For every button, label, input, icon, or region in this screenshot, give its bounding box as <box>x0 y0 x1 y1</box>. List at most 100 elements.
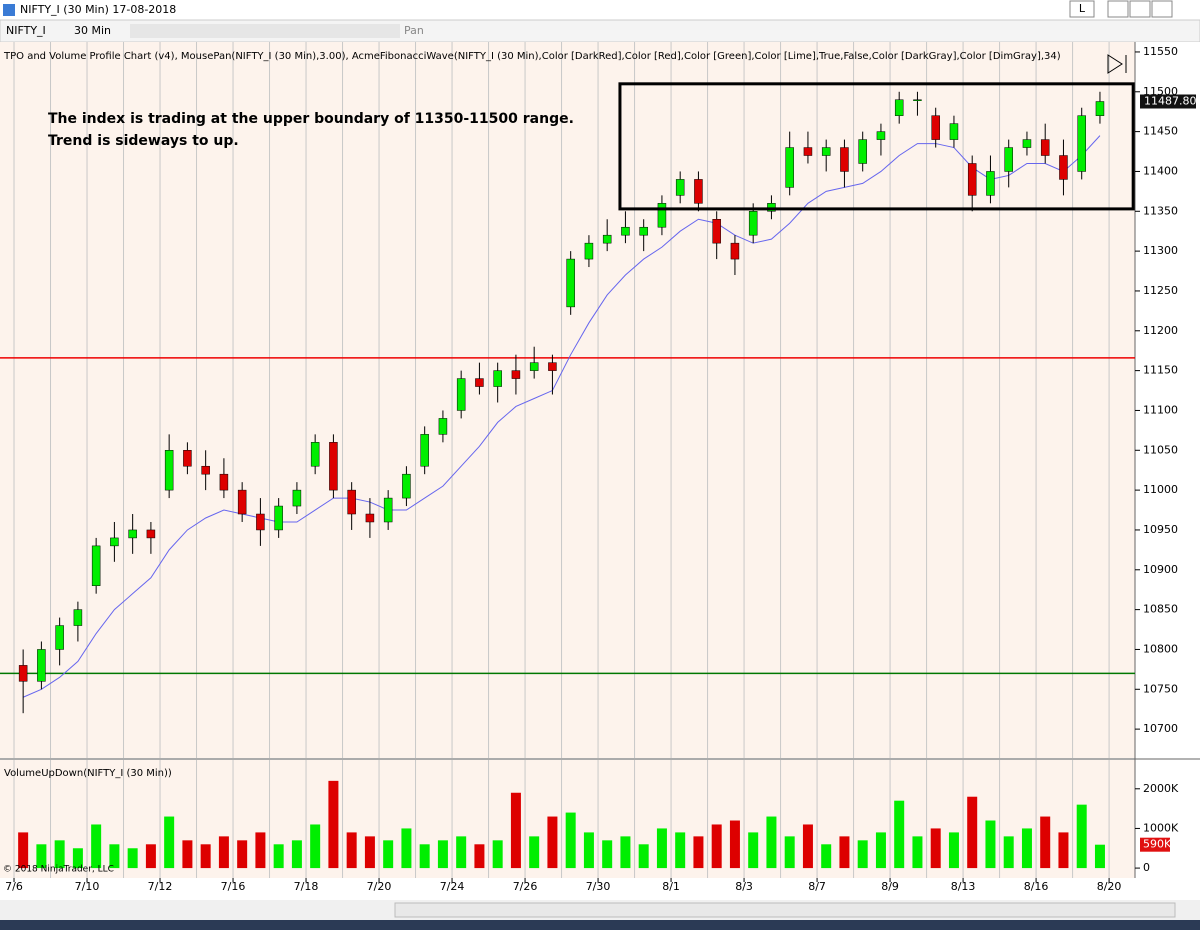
candle-body <box>748 211 758 236</box>
volume-bar <box>36 844 47 869</box>
candle-body <box>894 99 904 116</box>
candle-body <box>237 489 247 515</box>
interval-select[interactable]: 30 Min <box>74 24 111 37</box>
candle-body <box>931 115 940 140</box>
y-tick-label: 11450 <box>1143 125 1178 138</box>
candle-body <box>548 362 557 371</box>
volume-bar <box>383 840 394 869</box>
candle-body <box>803 147 813 156</box>
toolbar-icons <box>130 24 400 38</box>
volume-bar <box>510 792 521 869</box>
x-tick-label: 8/3 <box>735 880 753 893</box>
volume-bar <box>547 816 558 869</box>
candle-body <box>91 545 101 586</box>
price-panel <box>0 42 1135 758</box>
minimize-button[interactable] <box>1107 0 1129 18</box>
x-tick-label: 8/13 <box>951 880 976 893</box>
candle-body <box>183 450 192 467</box>
candle-body <box>347 489 356 515</box>
volume-label: VolumeUpDown(NIFTY_I (30 Min)) <box>4 768 172 779</box>
candle-body <box>18 665 28 682</box>
close-button[interactable] <box>1151 0 1173 18</box>
last-volume-box <box>1140 837 1170 852</box>
taskbar <box>0 920 1200 930</box>
y-tick-label: 11000 <box>1143 483 1178 496</box>
volume-bar <box>839 836 850 869</box>
candle-body <box>657 203 667 228</box>
volume-bar <box>656 828 667 869</box>
candle-body <box>511 370 521 379</box>
candle-body <box>292 489 302 507</box>
volume-bar <box>894 800 905 869</box>
volume-bar <box>912 836 923 869</box>
volume-bar <box>328 780 339 869</box>
candle-body <box>1040 139 1050 156</box>
scrollbar[interactable] <box>394 902 1176 918</box>
play-icon[interactable] <box>1107 54 1123 74</box>
window-title: NIFTY_I (30 Min) 17-08-2018 <box>20 3 176 16</box>
candle-body <box>475 378 484 387</box>
volume-bar <box>1040 816 1051 869</box>
l-button-text[interactable]: L <box>1079 2 1086 15</box>
y-tick-label: 0 <box>1143 861 1150 874</box>
x-tick-label: 7/10 <box>75 880 100 893</box>
x-tick-label: 7/24 <box>440 880 465 893</box>
last-price-box <box>1140 94 1196 109</box>
y-tick-label: 11400 <box>1143 164 1178 177</box>
volume-bar <box>54 840 65 869</box>
volume-bar <box>675 832 686 869</box>
x-tick-label: 7/12 <box>148 880 173 893</box>
volume-bar <box>1094 844 1105 869</box>
candle-body <box>110 537 119 547</box>
volume-bar <box>930 828 941 869</box>
candle-body <box>256 513 265 531</box>
volume-bar <box>127 848 138 869</box>
volume-bar <box>766 816 777 869</box>
volume-bar <box>565 812 576 869</box>
candle-body <box>55 625 64 650</box>
x-tick-label: 7/6 <box>5 880 23 893</box>
y-tick-label: 11250 <box>1143 284 1178 297</box>
candle-body <box>840 147 849 172</box>
y-tick-label: 11100 <box>1143 403 1178 416</box>
volume-bar <box>985 820 996 869</box>
l-button[interactable] <box>1069 0 1095 18</box>
volume-bar <box>875 832 886 869</box>
x-tick-label: 8/1 <box>662 880 680 893</box>
volume-bar <box>346 832 357 869</box>
candle-body <box>675 179 685 196</box>
candle-body <box>128 529 137 539</box>
volume-bar <box>255 832 266 869</box>
instrument-select[interactable]: NIFTY_I <box>6 24 46 37</box>
x-tick-label: 8/7 <box>808 880 826 893</box>
indicator-label: TPO and Volume Profile Chart (v4), Mouse… <box>3 51 1061 62</box>
x-tick-label: 8/16 <box>1024 880 1049 893</box>
last-price-label: 11487.80 <box>1144 95 1197 108</box>
candle-body <box>201 465 210 475</box>
candle-body <box>529 362 539 371</box>
volume-bar <box>1076 804 1087 869</box>
y-tick-label: 10950 <box>1143 523 1178 536</box>
last-volume-label: 590K <box>1143 838 1172 851</box>
candle-body <box>712 219 721 244</box>
restore-button[interactable] <box>1129 0 1151 18</box>
candle-body <box>1095 101 1105 116</box>
pan-button[interactable]: Pan <box>404 24 424 37</box>
candle-body <box>274 505 283 531</box>
y-tick-label: 1000K <box>1143 821 1179 834</box>
volume-bar <box>456 836 467 869</box>
candle-body <box>365 513 375 523</box>
y-tick-label: 10700 <box>1143 722 1178 735</box>
candle-body <box>329 442 338 491</box>
candle-body <box>310 442 320 467</box>
volume-bar <box>948 832 959 869</box>
y-tick-label: 11350 <box>1143 204 1178 217</box>
volume-bar <box>182 840 193 869</box>
candle-body <box>730 242 740 260</box>
candle-body <box>858 139 867 164</box>
y-tick-label: 2000K <box>1143 782 1179 795</box>
price-axis-area <box>1135 42 1200 878</box>
candle-body <box>967 163 977 196</box>
volume-bar <box>620 836 631 869</box>
title-bar <box>0 0 1200 20</box>
